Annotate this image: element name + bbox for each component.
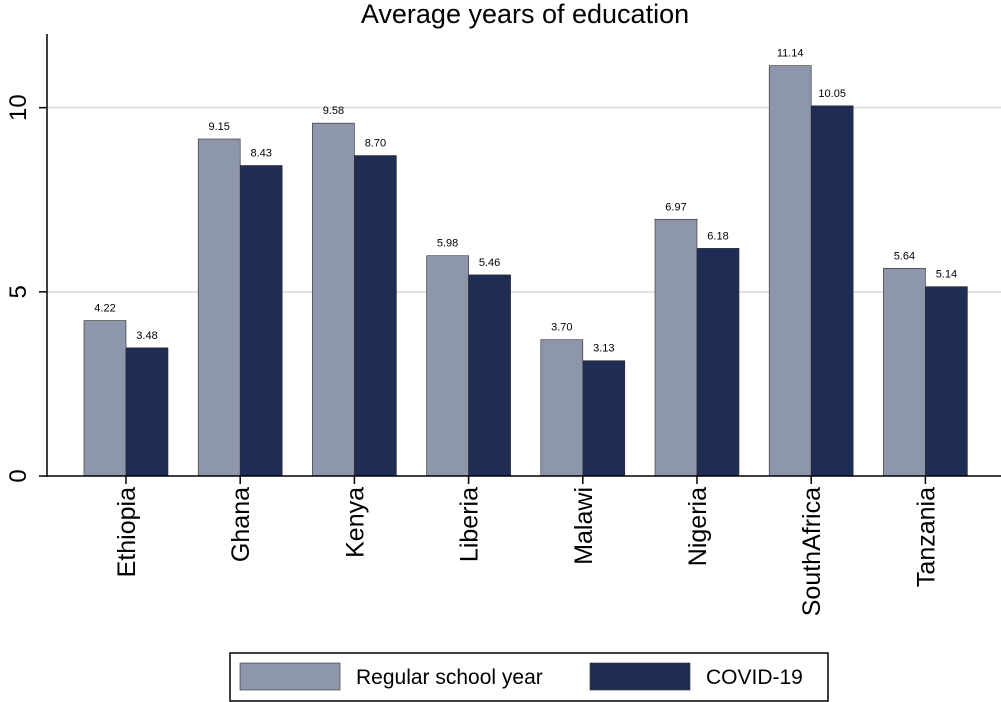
bar-nigeria-series-1 — [696, 248, 740, 477]
data-label-liberia-series-1: 5.46 — [479, 257, 500, 269]
bar-kenya-series-0 — [312, 122, 355, 477]
y-tick-label-0: 0 — [5, 469, 32, 482]
data-label-kenya-series-0: 9.58 — [323, 105, 344, 117]
bar-ethiopia-series-0 — [83, 320, 127, 477]
data-label-tanzania-series-1: 5.14 — [936, 269, 957, 281]
category-label-ghana: Ghana — [227, 487, 255, 562]
y-tick-label-2: 10 — [5, 94, 32, 121]
data-label-nigeria-series-0: 6.97 — [665, 201, 686, 213]
bar-southafrica-series-1 — [810, 105, 854, 477]
bar-malawi-series-0 — [540, 339, 584, 477]
data-label-ghana-series-0: 9.15 — [208, 121, 229, 133]
bar-liberia-series-0 — [426, 255, 469, 477]
axes: 0 5 10 Ethiopia Ghana Kenya Liberia Malawi Niger… — [5, 34, 1001, 616]
bars — [83, 65, 968, 477]
category-label-tanzania: Tanzania — [912, 487, 940, 587]
category-label-kenya: Kenya — [341, 487, 369, 558]
bar-ghana-series-1 — [239, 165, 283, 477]
legend-label-series-1: COVID-19 — [706, 666, 803, 689]
data-label-malawi-series-0: 3.70 — [551, 322, 572, 334]
category-label-southafrica: SouthAfrica — [798, 487, 826, 616]
chart-title: Average years of education — [361, 0, 689, 29]
bar-malawi-series-1 — [582, 360, 626, 477]
category-label-malawi: Malawi — [570, 487, 598, 565]
bar-ghana-series-0 — [197, 138, 241, 477]
bar-southafrica-series-0 — [768, 65, 812, 477]
bar-tanzania-series-1 — [925, 286, 968, 477]
bar-tanzania-series-0 — [883, 267, 926, 477]
gridlines — [47, 106, 1001, 293]
data-label-kenya-series-1: 8.70 — [365, 138, 386, 150]
bar-ethiopia-series-1 — [125, 347, 169, 477]
legend-swatch-series-1 — [589, 662, 691, 691]
value-labels: 4.22 3.48 9.15 8.43 9.58 8.70 5.98 5.46 3.70 3.13… — [94, 48, 957, 355]
category-label-ethiopia: Ethiopia — [113, 487, 141, 577]
data-label-ethiopia-series-1: 3.48 — [136, 330, 157, 342]
data-label-ghana-series-1: 8.43 — [250, 147, 271, 159]
data-label-liberia-series-0: 5.98 — [437, 238, 458, 250]
data-label-southafrica-series-0: 11.14 — [777, 48, 804, 60]
data-label-tanzania-series-0: 5.64 — [894, 250, 915, 262]
y-tick-label-1: 5 — [5, 285, 32, 298]
data-label-southafrica-series-1: 10.05 — [818, 88, 846, 100]
category-label-liberia: Liberia — [456, 487, 484, 562]
legend-label-series-0: Regular school year — [356, 666, 543, 689]
data-label-malawi-series-1: 3.13 — [593, 343, 614, 355]
bar-kenya-series-1 — [354, 155, 397, 477]
data-label-nigeria-series-1: 6.18 — [707, 230, 728, 242]
category-label-nigeria: Nigeria — [684, 487, 712, 566]
bar-liberia-series-1 — [468, 274, 511, 477]
data-label-ethiopia-series-0: 4.22 — [94, 303, 115, 315]
legend-swatch-series-0 — [239, 662, 341, 691]
bar-nigeria-series-0 — [654, 218, 698, 477]
legend: Regular school year COVID-19 — [229, 652, 829, 702]
